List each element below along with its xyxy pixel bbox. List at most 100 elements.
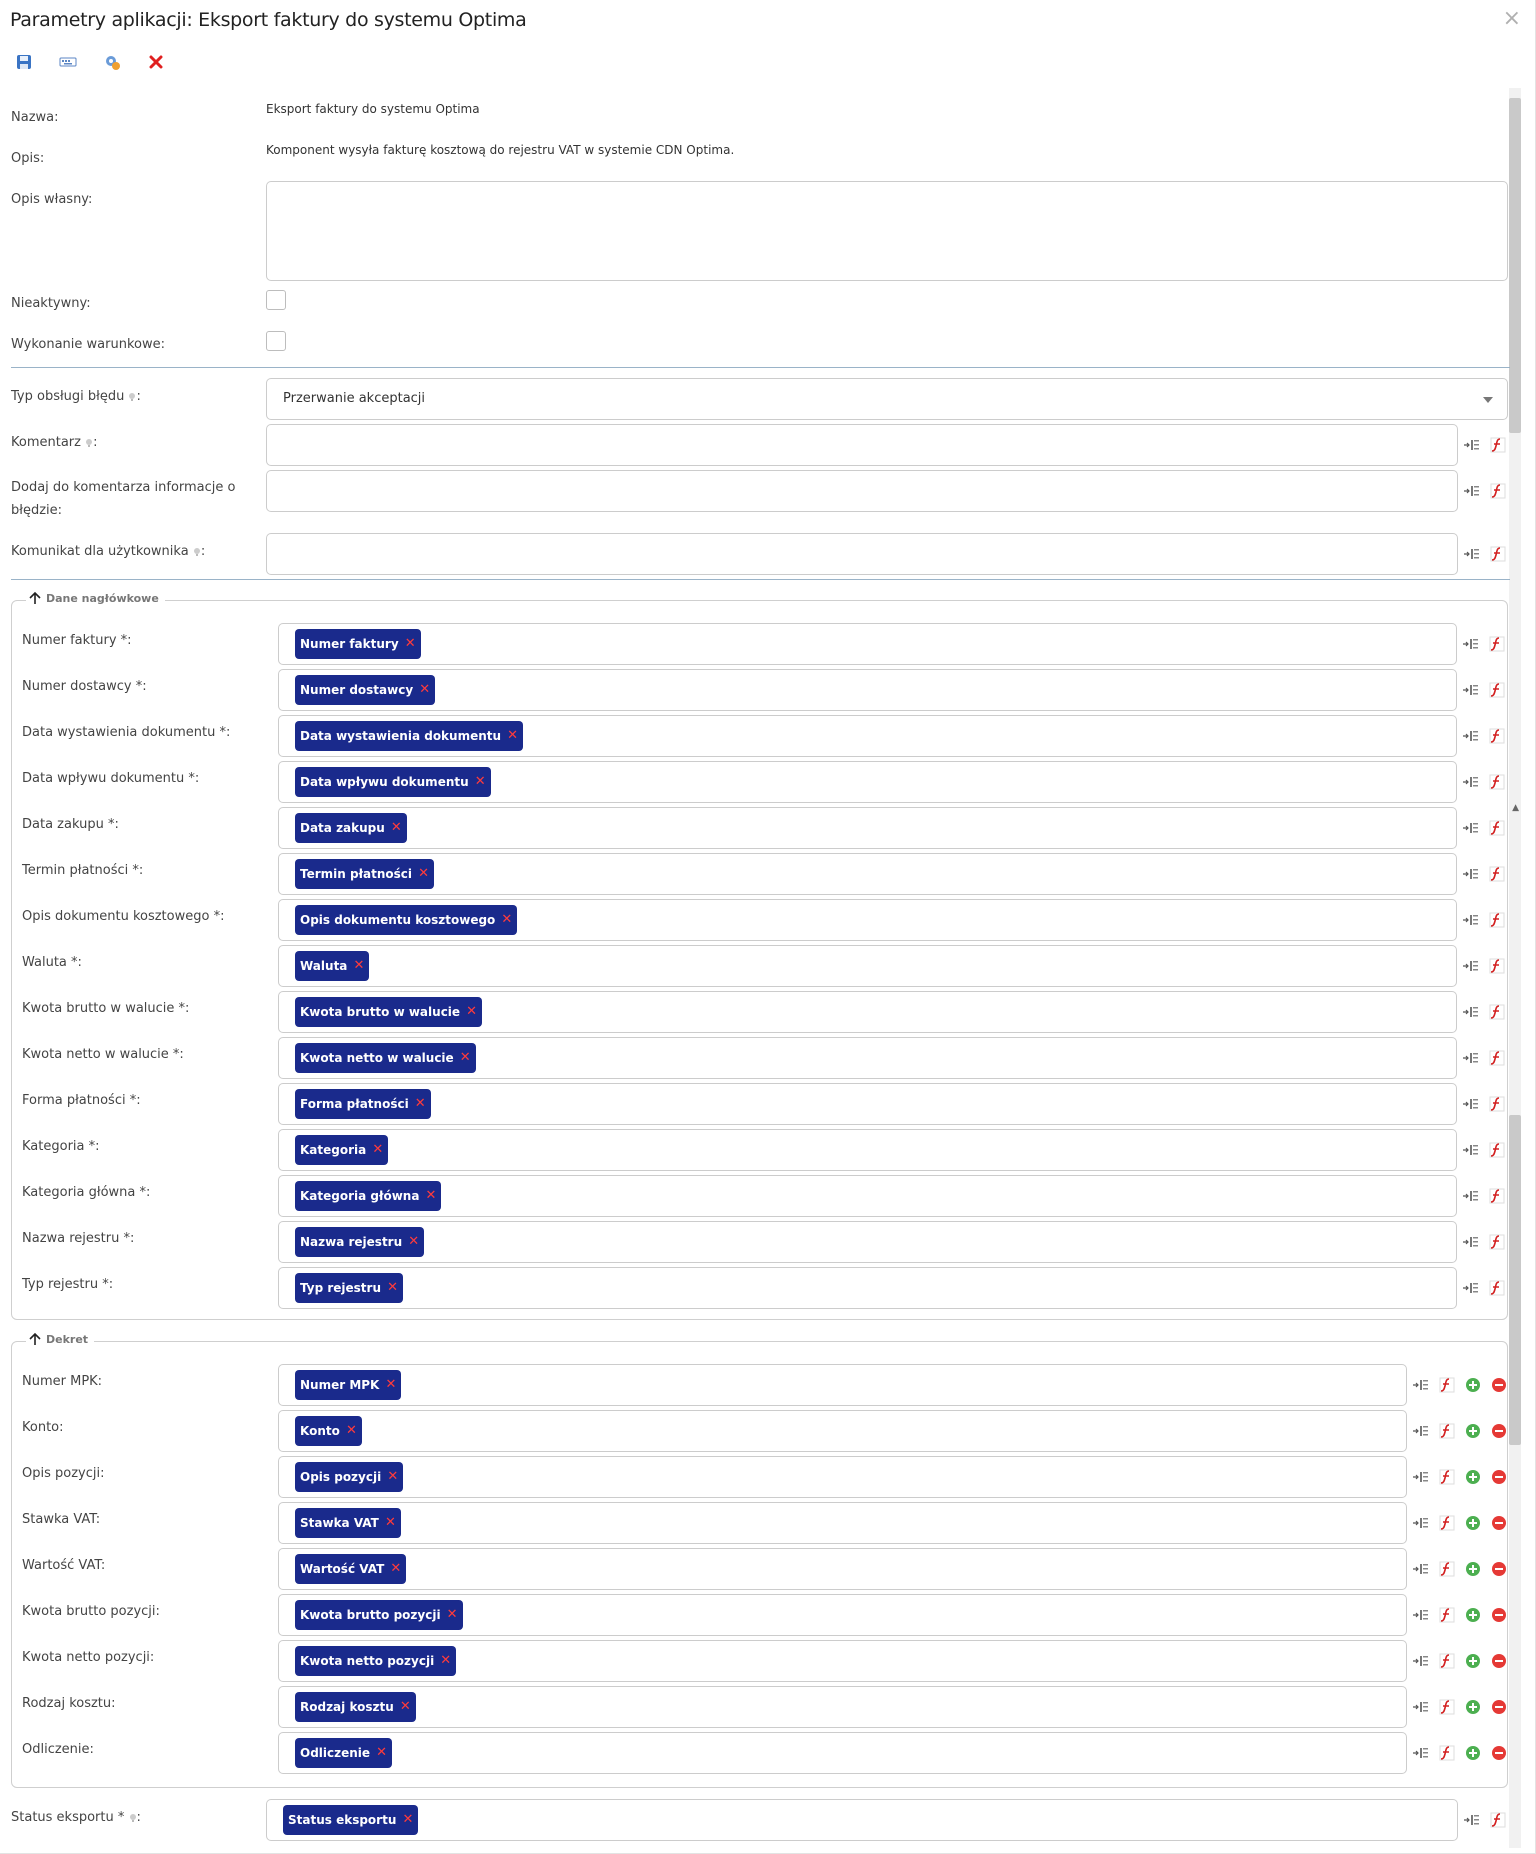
- remove-row-icon[interactable]: [1490, 1698, 1508, 1716]
- function-icon[interactable]: [1488, 957, 1506, 975]
- hint-icon[interactable]: [193, 547, 201, 557]
- function-icon[interactable]: [1488, 1187, 1506, 1205]
- function-icon[interactable]: [1488, 1095, 1506, 1113]
- add-row-icon[interactable]: [1464, 1744, 1482, 1762]
- function-icon[interactable]: [1438, 1744, 1456, 1762]
- function-icon[interactable]: [1489, 545, 1507, 563]
- function-icon[interactable]: [1438, 1376, 1456, 1394]
- remove-tag-icon[interactable]: ✕: [507, 728, 519, 743]
- function-icon[interactable]: [1488, 635, 1506, 653]
- field-input[interactable]: Numer MPK ✕: [278, 1364, 1407, 1406]
- insert-field-icon[interactable]: [1462, 1141, 1480, 1159]
- remove-tag-icon[interactable]: ✕: [387, 1469, 399, 1484]
- remove-tag-icon[interactable]: ✕: [418, 866, 430, 881]
- insert-field-icon[interactable]: [1412, 1652, 1430, 1670]
- function-icon[interactable]: [1488, 1049, 1506, 1067]
- remove-row-icon[interactable]: [1490, 1468, 1508, 1486]
- remove-tag-icon[interactable]: ✕: [408, 1234, 420, 1249]
- field-input[interactable]: Kategoria ✕: [278, 1129, 1457, 1171]
- remove-tag-icon[interactable]: ✕: [466, 1004, 478, 1019]
- comment-input[interactable]: [266, 424, 1458, 466]
- field-input[interactable]: Rodzaj kosztu ✕: [278, 1686, 1407, 1728]
- function-icon[interactable]: [1489, 436, 1507, 454]
- function-icon[interactable]: [1438, 1514, 1456, 1532]
- field-input[interactable]: Data zakupu ✕: [278, 807, 1457, 849]
- insert-field-icon[interactable]: [1462, 1049, 1480, 1067]
- function-icon[interactable]: [1488, 1233, 1506, 1251]
- remove-tag-icon[interactable]: ✕: [387, 1280, 398, 1295]
- delete-icon[interactable]: [144, 50, 168, 74]
- insert-field-icon[interactable]: [1412, 1514, 1430, 1532]
- function-icon[interactable]: [1488, 1141, 1506, 1159]
- keyboard-icon[interactable]: [56, 50, 80, 74]
- field-input[interactable]: Data wystawienia dokumentu ✕: [278, 715, 1457, 757]
- insert-field-icon[interactable]: [1462, 911, 1480, 929]
- field-input[interactable]: Termin płatności ✕: [278, 853, 1457, 895]
- save-icon[interactable]: [12, 50, 36, 74]
- remove-tag-icon[interactable]: ✕: [414, 1096, 426, 1111]
- insert-field-icon[interactable]: [1412, 1560, 1430, 1578]
- function-icon[interactable]: [1488, 1003, 1506, 1021]
- remove-tag-icon[interactable]: ✕: [459, 1050, 471, 1065]
- add-row-icon[interactable]: [1464, 1698, 1482, 1716]
- remove-row-icon[interactable]: [1490, 1376, 1508, 1394]
- dekret-legend[interactable]: Dekret: [26, 1332, 95, 1346]
- insert-field-icon[interactable]: [1462, 773, 1480, 791]
- field-input[interactable]: Odliczenie ✕: [278, 1732, 1407, 1774]
- function-icon[interactable]: [1438, 1698, 1456, 1716]
- insert-field-icon[interactable]: [1462, 865, 1480, 883]
- insert-field-icon[interactable]: [1412, 1744, 1430, 1762]
- insert-field-icon[interactable]: [1412, 1606, 1430, 1624]
- inactive-checkbox[interactable]: [266, 290, 286, 310]
- remove-tag-icon[interactable]: ✕: [390, 1561, 402, 1576]
- remove-tag-icon[interactable]: ✕: [372, 1142, 384, 1157]
- insert-field-icon[interactable]: [1412, 1376, 1430, 1394]
- insert-field-icon[interactable]: [1462, 1187, 1480, 1205]
- insert-field-icon[interactable]: [1462, 635, 1480, 653]
- insert-field-icon[interactable]: [1463, 545, 1481, 563]
- conditional-checkbox[interactable]: [266, 331, 286, 351]
- remove-row-icon[interactable]: [1490, 1652, 1508, 1670]
- remove-tag-icon[interactable]: ✕: [425, 1188, 437, 1203]
- function-icon[interactable]: [1438, 1606, 1456, 1624]
- field-input[interactable]: Typ rejestru ✕: [278, 1267, 1457, 1309]
- insert-field-icon[interactable]: [1462, 1003, 1480, 1021]
- field-input[interactable]: Kwota netto pozycji ✕: [278, 1640, 1407, 1682]
- function-icon[interactable]: [1438, 1468, 1456, 1486]
- field-input[interactable]: Stawka VAT ✕: [278, 1502, 1407, 1544]
- remove-row-icon[interactable]: [1490, 1744, 1508, 1762]
- function-icon[interactable]: [1488, 1279, 1506, 1297]
- insert-field-icon[interactable]: [1463, 436, 1481, 454]
- field-input[interactable]: Data wpływu dokumentu ✕: [278, 761, 1457, 803]
- remove-tag-icon[interactable]: ✕: [390, 820, 402, 835]
- insert-field-icon[interactable]: [1462, 957, 1480, 975]
- function-icon[interactable]: [1488, 865, 1506, 883]
- user-msg-input[interactable]: [266, 533, 1458, 575]
- remove-row-icon[interactable]: [1490, 1560, 1508, 1578]
- insert-field-icon[interactable]: [1462, 1233, 1480, 1251]
- field-input[interactable]: Nazwa rejestru ✕: [278, 1221, 1457, 1263]
- field-input[interactable]: Opis pozycji ✕: [278, 1456, 1407, 1498]
- function-icon[interactable]: [1488, 911, 1506, 929]
- hint-icon[interactable]: [128, 392, 136, 402]
- field-input[interactable]: Opis dokumentu kosztowego ✕: [278, 899, 1457, 941]
- field-input[interactable]: Konto ✕: [278, 1410, 1407, 1452]
- insert-field-icon[interactable]: [1462, 819, 1480, 837]
- function-icon[interactable]: [1438, 1560, 1456, 1578]
- remove-tag-icon[interactable]: ✕: [474, 774, 486, 789]
- remove-tag-icon[interactable]: ✕: [402, 1812, 414, 1827]
- function-icon[interactable]: [1488, 727, 1506, 745]
- field-input[interactable]: Numer dostawcy ✕: [278, 669, 1457, 711]
- insert-field-icon[interactable]: [1412, 1422, 1430, 1440]
- insert-field-icon[interactable]: [1462, 1279, 1480, 1297]
- scrollbar-thumb-secondary[interactable]: [1509, 1115, 1521, 1445]
- hint-icon[interactable]: [129, 1813, 137, 1823]
- insert-field-icon[interactable]: [1462, 681, 1480, 699]
- insert-field-icon[interactable]: [1462, 1095, 1480, 1113]
- field-input[interactable]: Kwota brutto pozycji ✕: [278, 1594, 1407, 1636]
- field-input[interactable]: Kwota netto w walucie ✕: [278, 1037, 1457, 1079]
- remove-tag-icon[interactable]: ✕: [404, 636, 416, 651]
- remove-row-icon[interactable]: [1490, 1606, 1508, 1624]
- remove-row-icon[interactable]: [1490, 1514, 1508, 1532]
- function-icon[interactable]: [1488, 773, 1506, 791]
